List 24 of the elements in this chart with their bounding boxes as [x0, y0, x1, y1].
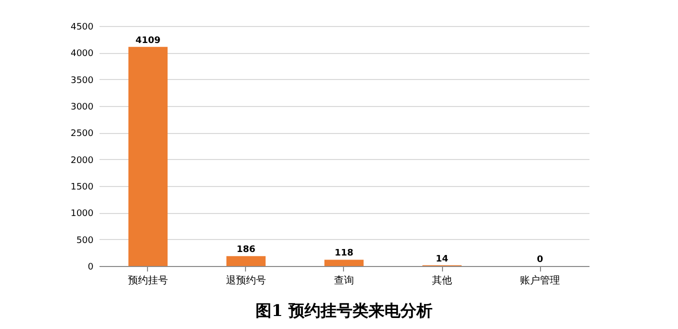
bar	[324, 260, 364, 266]
y-tick-label: 0	[88, 262, 94, 272]
x-tick-label: 退预约号	[226, 274, 266, 286]
y-tick-label: 2000	[70, 156, 94, 166]
x-tick-label: 查询	[334, 274, 354, 286]
bar	[128, 46, 168, 266]
y-tick-label: 1000	[70, 209, 94, 220]
data-label: 0	[536, 255, 544, 265]
y-tick-label: 4000	[70, 49, 94, 60]
y-tick-label: 2500	[70, 129, 94, 140]
y-tick-label: 3000	[70, 102, 94, 112]
y-tick-label: 500	[76, 236, 94, 246]
y-tick-label: 3500	[70, 76, 94, 86]
y-tick-label: 1500	[70, 182, 94, 192]
text: 图1 预约挂号类来电分析	[256, 301, 432, 320]
x-tick-label: 其他	[432, 274, 452, 286]
data-label: 186	[236, 245, 256, 256]
data-label: 118	[334, 248, 354, 259]
x-tick-label: 预约挂号	[128, 274, 168, 286]
y-tick-label: 4500	[70, 22, 94, 32]
bar	[226, 256, 266, 266]
x-tick-label: 账户管理	[520, 274, 560, 286]
data-label: 14	[436, 254, 448, 264]
data-label: 4109	[135, 36, 161, 46]
